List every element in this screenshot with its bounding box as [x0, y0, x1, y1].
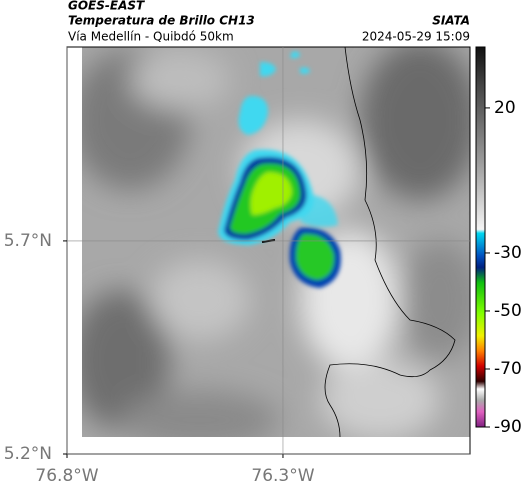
y-tick-label: 5.2°N [4, 444, 52, 464]
colorbar [475, 46, 486, 428]
satellite-image [82, 47, 470, 437]
x-tick-label: 76.3°W [251, 466, 314, 486]
colorbar-tick-label: -30 [494, 243, 522, 263]
colorbar-tick-label: -70 [494, 359, 522, 379]
x-tick-label: 76.8°W [35, 466, 98, 486]
source: SIATA [432, 14, 470, 28]
product: Temperatura de Brillo CH13 [68, 14, 255, 28]
route: Vía Medellín - Quibdó 50km [68, 30, 234, 44]
colorbar-tick-label: -90 [494, 417, 522, 437]
y-tick-label: 5.7°N [4, 231, 52, 251]
colorbar-tick-label: -50 [494, 301, 522, 321]
satellite: GOES-EAST [68, 0, 145, 13]
datetime: 2024-05-29 15:09 [362, 30, 470, 44]
colorbar-tick-label: 20 [494, 98, 516, 118]
